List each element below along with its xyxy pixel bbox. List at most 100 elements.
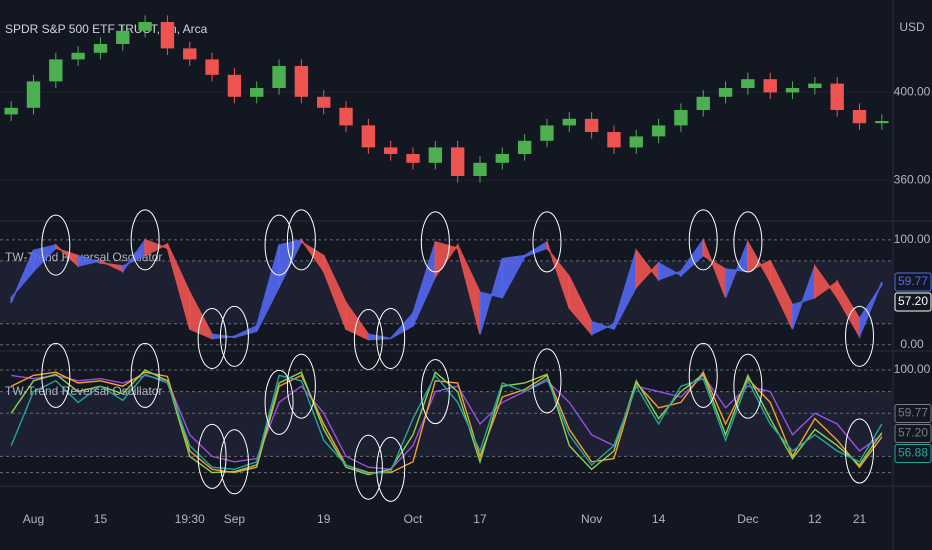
- currency-label: USD: [899, 20, 925, 34]
- reversal-circle: [532, 348, 562, 414]
- reversal-circle: [733, 353, 763, 419]
- value-badge: [894, 292, 932, 312]
- reversal-circle: [130, 342, 160, 408]
- x-tick-label: 15: [94, 512, 108, 526]
- candle-body: [294, 66, 309, 97]
- ribbon-segment: [858, 281, 883, 337]
- reversal-circle: [197, 307, 227, 369]
- y-tick-label: 360.00: [894, 173, 931, 187]
- pane-title: TW-Trend Reversal Oscillator: [5, 384, 162, 398]
- x-tick-label: 19:30: [175, 512, 205, 526]
- x-tick-label: 17: [473, 512, 487, 526]
- reversal-circle: [733, 211, 763, 273]
- candle-body: [584, 118, 599, 132]
- reversal-circle: [219, 429, 249, 495]
- candle-body: [785, 88, 800, 93]
- x-tick-label: 21: [853, 512, 867, 526]
- candle-body: [763, 79, 777, 93]
- candle-body: [875, 121, 889, 124]
- level-band: [0, 391, 893, 457]
- candle-body: [138, 22, 152, 31]
- reversal-circle: [532, 211, 562, 273]
- value-badge: [894, 443, 932, 463]
- candle-body: [830, 83, 844, 110]
- ribbon-segment: [367, 333, 391, 341]
- reversal-circle: [219, 305, 249, 367]
- x-tick-label: Sep: [224, 512, 246, 526]
- y-tick-label: 100.00: [894, 232, 931, 246]
- x-tick-label: 14: [652, 512, 666, 526]
- reversal-circle: [130, 209, 160, 271]
- reversal-circle: [376, 436, 406, 502]
- y-tick-label: 100.00: [894, 362, 931, 376]
- candle-body: [629, 136, 643, 148]
- value-badge: [894, 403, 932, 423]
- value-badge-label: 59.77: [898, 274, 928, 288]
- candle-body: [674, 110, 688, 126]
- x-tick-label: Dec: [737, 512, 758, 526]
- x-tick-label: 19: [317, 512, 331, 526]
- candle-body: [361, 125, 376, 148]
- value-badge: [894, 423, 932, 443]
- x-tick-label: Oct: [404, 512, 423, 526]
- candle-body: [339, 107, 353, 126]
- candle-body: [26, 81, 41, 108]
- candle-body: [517, 140, 532, 154]
- candle-body: [183, 48, 197, 60]
- reversal-circle: [264, 214, 294, 276]
- candle-body: [383, 147, 398, 154]
- candle-body: [4, 107, 18, 115]
- reversal-circle: [286, 353, 316, 419]
- candle-body: [116, 30, 130, 44]
- candle-body: [250, 88, 264, 97]
- candle-body: [227, 74, 242, 97]
- y-tick-label: 0.00: [900, 337, 924, 351]
- candle-body: [160, 22, 175, 49]
- candle-body: [428, 147, 443, 163]
- candle-body: [71, 52, 85, 60]
- reversal-circle: [41, 214, 71, 276]
- x-tick-label: Aug: [23, 512, 44, 526]
- reversal-circle: [197, 423, 227, 489]
- reversal-circle: [420, 211, 450, 273]
- series-line: [10, 373, 883, 475]
- candle-body: [651, 125, 666, 137]
- candle-body: [495, 154, 510, 163]
- candle-body: [852, 110, 867, 124]
- reversal-circle: [420, 359, 450, 425]
- reversal-circle: [41, 342, 71, 408]
- candle-body: [49, 59, 63, 82]
- candle-body: [696, 96, 710, 110]
- candle-body: [406, 154, 420, 163]
- candle-body: [607, 132, 621, 148]
- reversal-circle: [353, 434, 383, 500]
- reversal-circle: [688, 209, 718, 271]
- candle-body: [741, 79, 755, 88]
- candle-body: [93, 44, 108, 53]
- candle-body: [317, 96, 331, 108]
- x-tick-label: Nov: [581, 512, 602, 526]
- reversal-circle: [264, 369, 294, 435]
- candle-body: [808, 83, 822, 88]
- y-tick-label: 400.00: [894, 85, 931, 99]
- value-badge-label: 57.20: [898, 294, 928, 308]
- candle-body: [272, 66, 286, 88]
- value-badge-label: 56.88: [898, 446, 928, 460]
- reversal-circle: [688, 342, 718, 408]
- candle-body: [718, 88, 733, 97]
- candle-body: [205, 59, 219, 75]
- x-tick-label: 12: [808, 512, 822, 526]
- candle-body: [540, 125, 554, 141]
- reversal-circle: [376, 307, 406, 369]
- level-band: [0, 260, 893, 324]
- value-badge-label: 57.20: [898, 426, 928, 440]
- value-badge: [894, 272, 932, 292]
- chart-title: SPDR S&P 500 ETF TRUST, 2h, Arca: [5, 22, 208, 36]
- reversal-circle: [845, 418, 875, 484]
- reversal-circle: [845, 305, 875, 367]
- candle-body: [450, 147, 465, 176]
- candle-body: [473, 162, 487, 176]
- value-badge-label: 59.77: [898, 406, 928, 420]
